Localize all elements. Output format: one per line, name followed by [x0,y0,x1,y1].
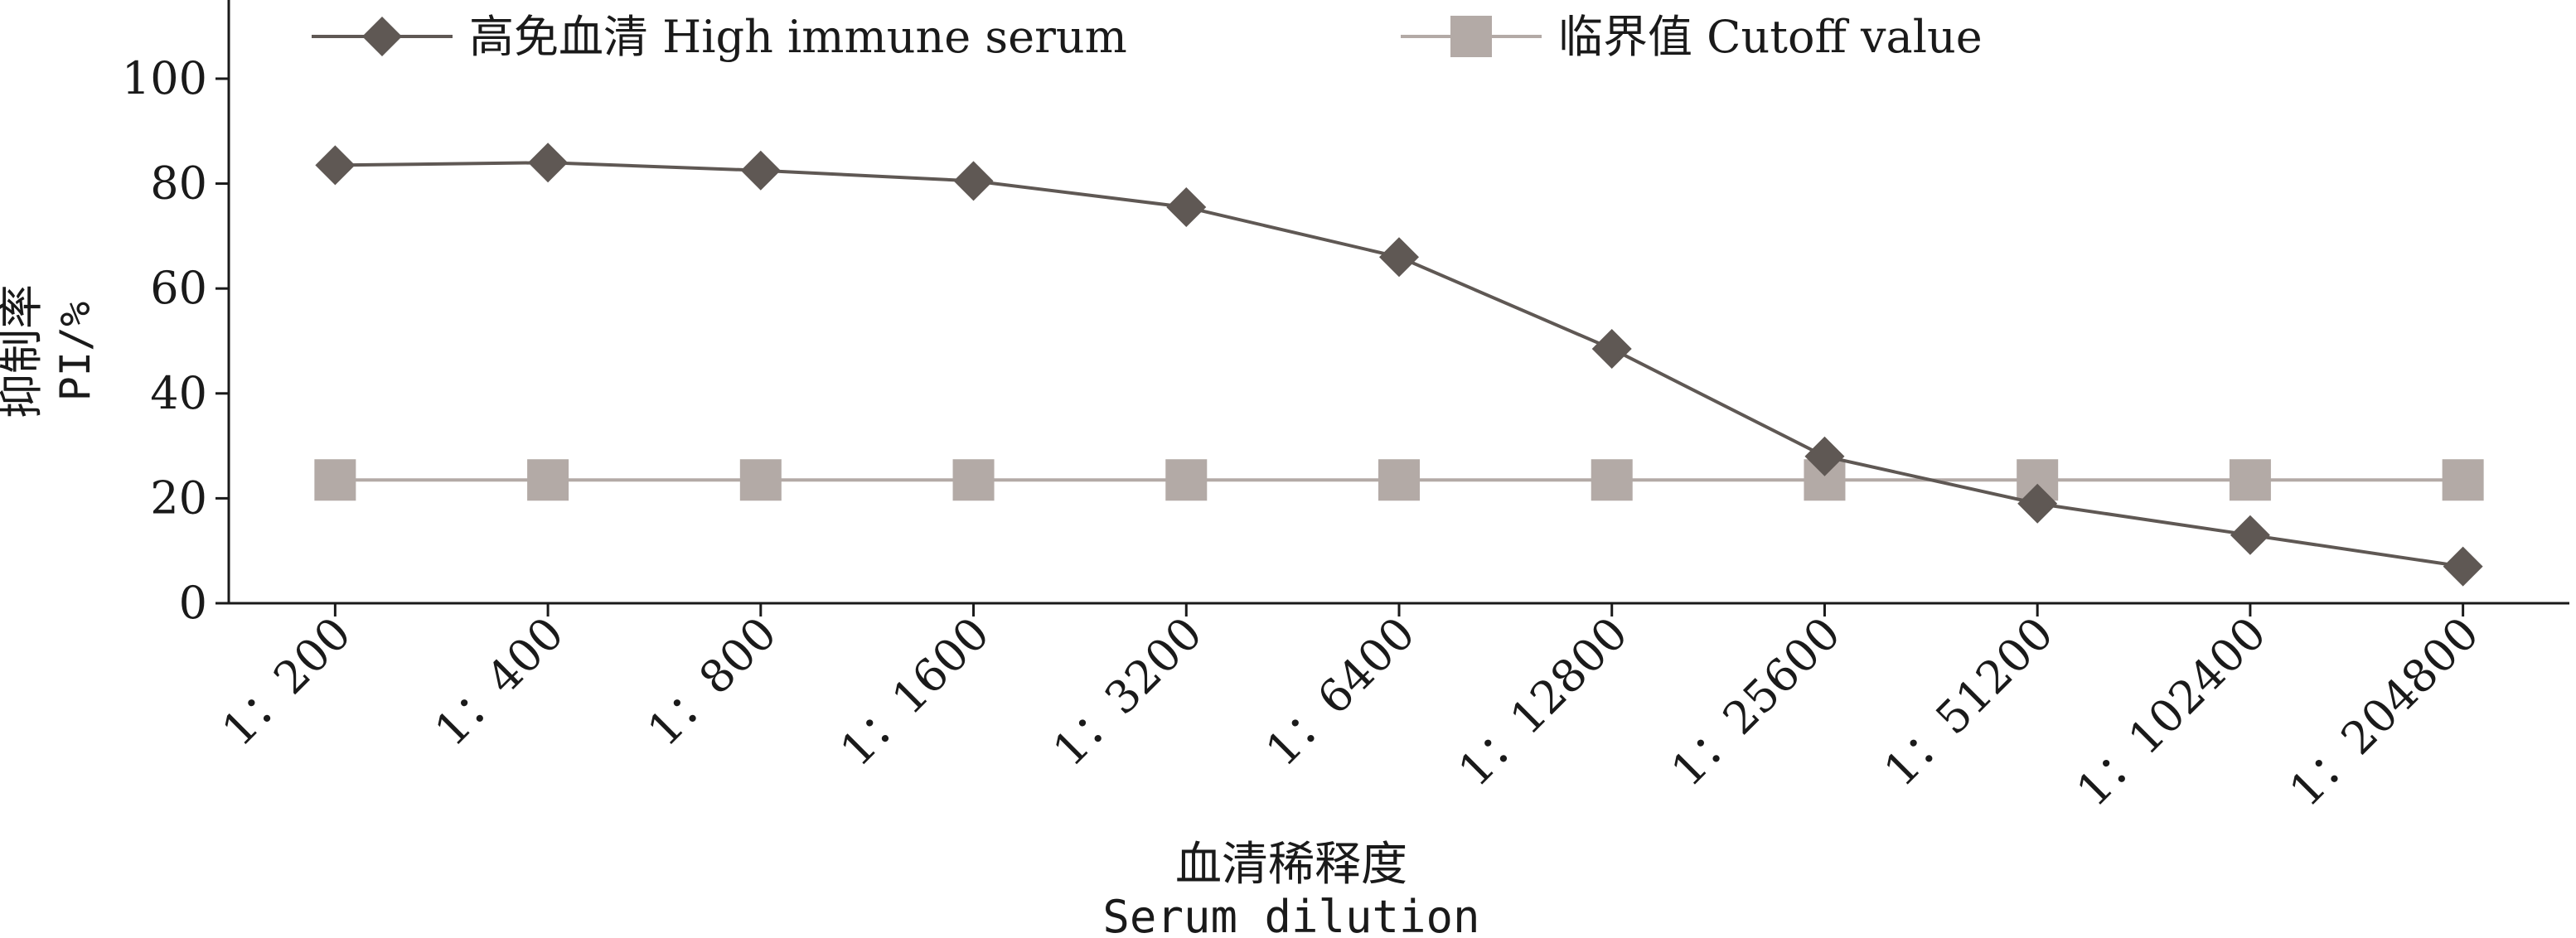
cutoff-point [2442,459,2484,501]
y-tick-label: 80 [150,157,207,210]
y-tick-label: 0 [179,577,207,629]
x-tick-label: 1：12800 [1448,607,1637,796]
legend-entry: 高免血清 High immune serum [312,11,1127,63]
legend-diamond-marker [362,17,402,56]
cutoff-point [739,459,782,501]
series-cutoff [314,459,2484,501]
serum-point [2443,546,2483,587]
y-tick-label: 60 [150,262,207,314]
y-tick-label: 100 [122,52,207,104]
x-tick-label: 1：1600 [830,607,1000,776]
series-high-immune-serum [315,143,2483,587]
serum-point [2017,483,2058,524]
serum-point [1804,436,1845,476]
cutoff-point [1165,459,1208,501]
legend-label: 临界值 Cutoff value [1558,11,1983,63]
x-tick-label: 1：102400 [2066,607,2276,817]
serum-point [2230,515,2270,555]
legend: 高免血清 High immune serum 临界值 Cutoff value [312,11,1983,63]
x-tick-label: 1：204800 [2279,607,2489,817]
cutoff-point [1378,459,1420,501]
cutoff-point [2229,459,2271,501]
cutoff-point [314,459,356,501]
y-tick-label: 40 [150,367,207,419]
y-axis-label-english: PI/% [51,302,99,401]
legend-label: 高免血清 High immune serum [469,11,1127,63]
legend-square-marker [1450,16,1492,57]
y-ticks: 0 20 40 60 80 100 [122,52,229,629]
cutoff-point [952,459,995,501]
x-ticks: 1：200 1：400 1：800 1：1600 1：3200 1：6400 1：12800… [212,603,2489,816]
x-tick-label: 1：3200 [1043,607,1212,776]
plot-area [314,143,2484,587]
serum-point [528,143,569,183]
x-tick-label: 1：800 [637,607,787,757]
x-tick-label: 1：6400 [1256,607,1425,776]
legend-entry: 临界值 Cutoff value [1401,11,1983,63]
x-axis-label-chinese: 血清稀释度 [1175,838,1407,892]
x-tick-label: 1：200 [212,607,361,757]
cutoff-point [527,459,569,501]
serum-point [1379,237,1419,278]
y-tick-label: 20 [150,471,207,524]
x-tick-label: 1：51200 [1874,607,2063,796]
y-axis: 0 20 40 60 80 100 抑制率 PI/% [0,0,230,629]
y-axis-label-chinese: 抑制率 [0,284,47,418]
serum-point [315,145,356,186]
series-line [335,161,2463,568]
cutoff-point [1591,459,1633,501]
serum-point [740,150,781,191]
x-axis: 1：200 1：400 1：800 1：1600 1：3200 1：6400 1：12800… [212,602,2569,938]
x-axis-label-english: Serum dilution [1102,891,1479,938]
serum-point [953,161,994,201]
serum-point [1166,187,1207,228]
x-tick-label: 1：25600 [1661,607,1850,796]
x-tick-label: 1：400 [424,607,574,757]
serum-point [1591,328,1632,369]
